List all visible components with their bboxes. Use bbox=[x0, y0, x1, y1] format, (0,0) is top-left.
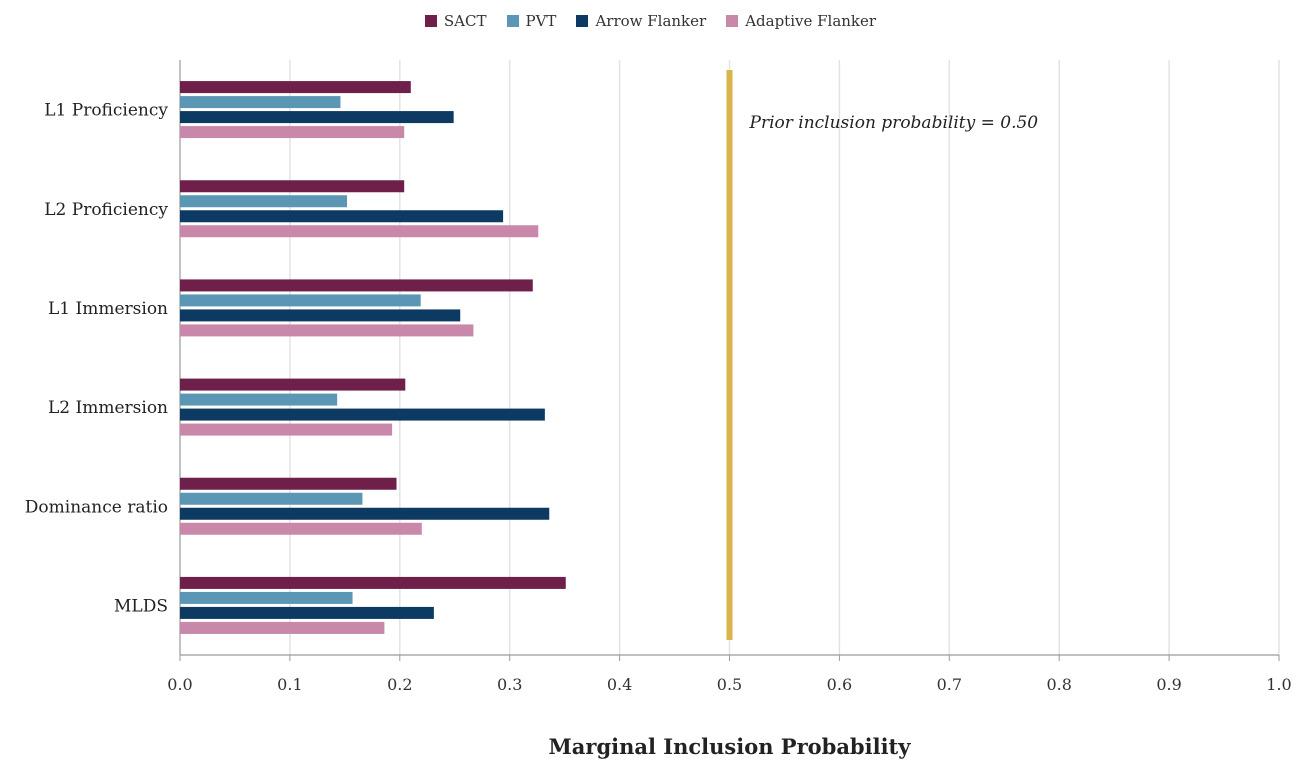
grid-lines bbox=[289, 60, 1280, 655]
bar-adaptive-flanker-l2-immersion bbox=[180, 423, 393, 436]
bar-arrow-flanker-l2-proficiency bbox=[180, 210, 504, 223]
x-tick-label: 0.1 bbox=[277, 675, 302, 694]
bar-sact-dominance-ratio bbox=[180, 477, 397, 490]
category-label: Dominance ratio bbox=[25, 497, 168, 517]
x-tick-label: 0.4 bbox=[607, 675, 632, 694]
bar-pvt-l1-proficiency bbox=[180, 96, 341, 109]
legend-swatch-pvt bbox=[506, 15, 519, 27]
bars bbox=[180, 81, 566, 634]
x-tick-label: 0.2 bbox=[387, 675, 412, 694]
x-tick-label: 0.0 bbox=[167, 675, 192, 694]
bar-adaptive-flanker-l1-proficiency bbox=[180, 126, 405, 139]
bar-sact-l2-proficiency bbox=[180, 180, 405, 193]
legend-swatch-arrow-flanker bbox=[576, 15, 589, 27]
bar-adaptive-flanker-dominance-ratio bbox=[180, 522, 422, 535]
x-tick-label: 1.0 bbox=[1266, 675, 1291, 694]
bar-pvt-l2-proficiency bbox=[180, 195, 348, 208]
legend-label-sact: SACT bbox=[443, 12, 487, 30]
legend-item-arrow-flanker: Arrow Flanker bbox=[576, 12, 706, 30]
bar-arrow-flanker-l1-proficiency bbox=[180, 111, 454, 124]
legend-swatch-adaptive-flanker bbox=[726, 15, 739, 27]
x-axis-title: Marginal Inclusion Probability bbox=[549, 734, 912, 759]
legend-item-adaptive-flanker: Adaptive Flanker bbox=[726, 12, 876, 30]
bar-adaptive-flanker-l1-immersion bbox=[180, 324, 474, 337]
category-label: L2 Immersion bbox=[48, 398, 168, 418]
legend-label-arrow-flanker: Arrow Flanker bbox=[595, 12, 707, 30]
legend-item-pvt: PVT bbox=[506, 12, 557, 30]
legend-swatch-sact bbox=[424, 15, 437, 27]
legend: SACT PVT Arrow Flanker Adaptive Flanker bbox=[0, 8, 1301, 34]
bar-sact-l2-immersion bbox=[180, 378, 406, 391]
axes bbox=[179, 60, 1280, 661]
x-tick-label: 0.3 bbox=[497, 675, 522, 694]
bar-pvt-l1-immersion bbox=[180, 294, 421, 307]
category-label: L2 Proficiency bbox=[44, 200, 168, 220]
bar-sact-mlds bbox=[180, 576, 566, 589]
x-tick-label: 0.8 bbox=[1046, 675, 1071, 694]
bar-pvt-dominance-ratio bbox=[180, 492, 363, 505]
bar-arrow-flanker-l2-immersion bbox=[180, 408, 545, 421]
bar-pvt-mlds bbox=[180, 591, 353, 604]
legend-item-sact: SACT bbox=[424, 12, 487, 30]
category-label: L1 Proficiency bbox=[44, 101, 168, 121]
legend-label-adaptive-flanker: Adaptive Flanker bbox=[745, 12, 877, 30]
bar-arrow-flanker-dominance-ratio bbox=[180, 507, 550, 520]
x-tick-label: 0.7 bbox=[937, 675, 962, 694]
bar-sact-l1-proficiency bbox=[180, 81, 411, 94]
bar-adaptive-flanker-l2-proficiency bbox=[180, 225, 539, 238]
x-tick-label: 0.9 bbox=[1156, 675, 1181, 694]
bar-sact-l1-immersion bbox=[180, 279, 533, 292]
x-tick-label: 0.5 bbox=[717, 675, 742, 694]
legend-label-pvt: PVT bbox=[525, 12, 557, 30]
bar-pvt-l2-immersion bbox=[180, 393, 338, 406]
bar-adaptive-flanker-mlds bbox=[180, 621, 385, 634]
labels: 0.0 0.1 0.2 0.3 0.4 0.5 0.6 0.7 0.8 0.9 1.0 L1 Prof… bbox=[25, 101, 1292, 759]
category-label: L1 Immersion bbox=[48, 299, 168, 319]
reference-line-label: Prior inclusion probability = 0.50 bbox=[749, 113, 1039, 133]
bar-arrow-flanker-l1-immersion bbox=[180, 309, 461, 322]
x-tick-label: 0.6 bbox=[827, 675, 852, 694]
category-label: MLDS bbox=[114, 596, 168, 616]
bar-arrow-flanker-mlds bbox=[180, 606, 434, 619]
